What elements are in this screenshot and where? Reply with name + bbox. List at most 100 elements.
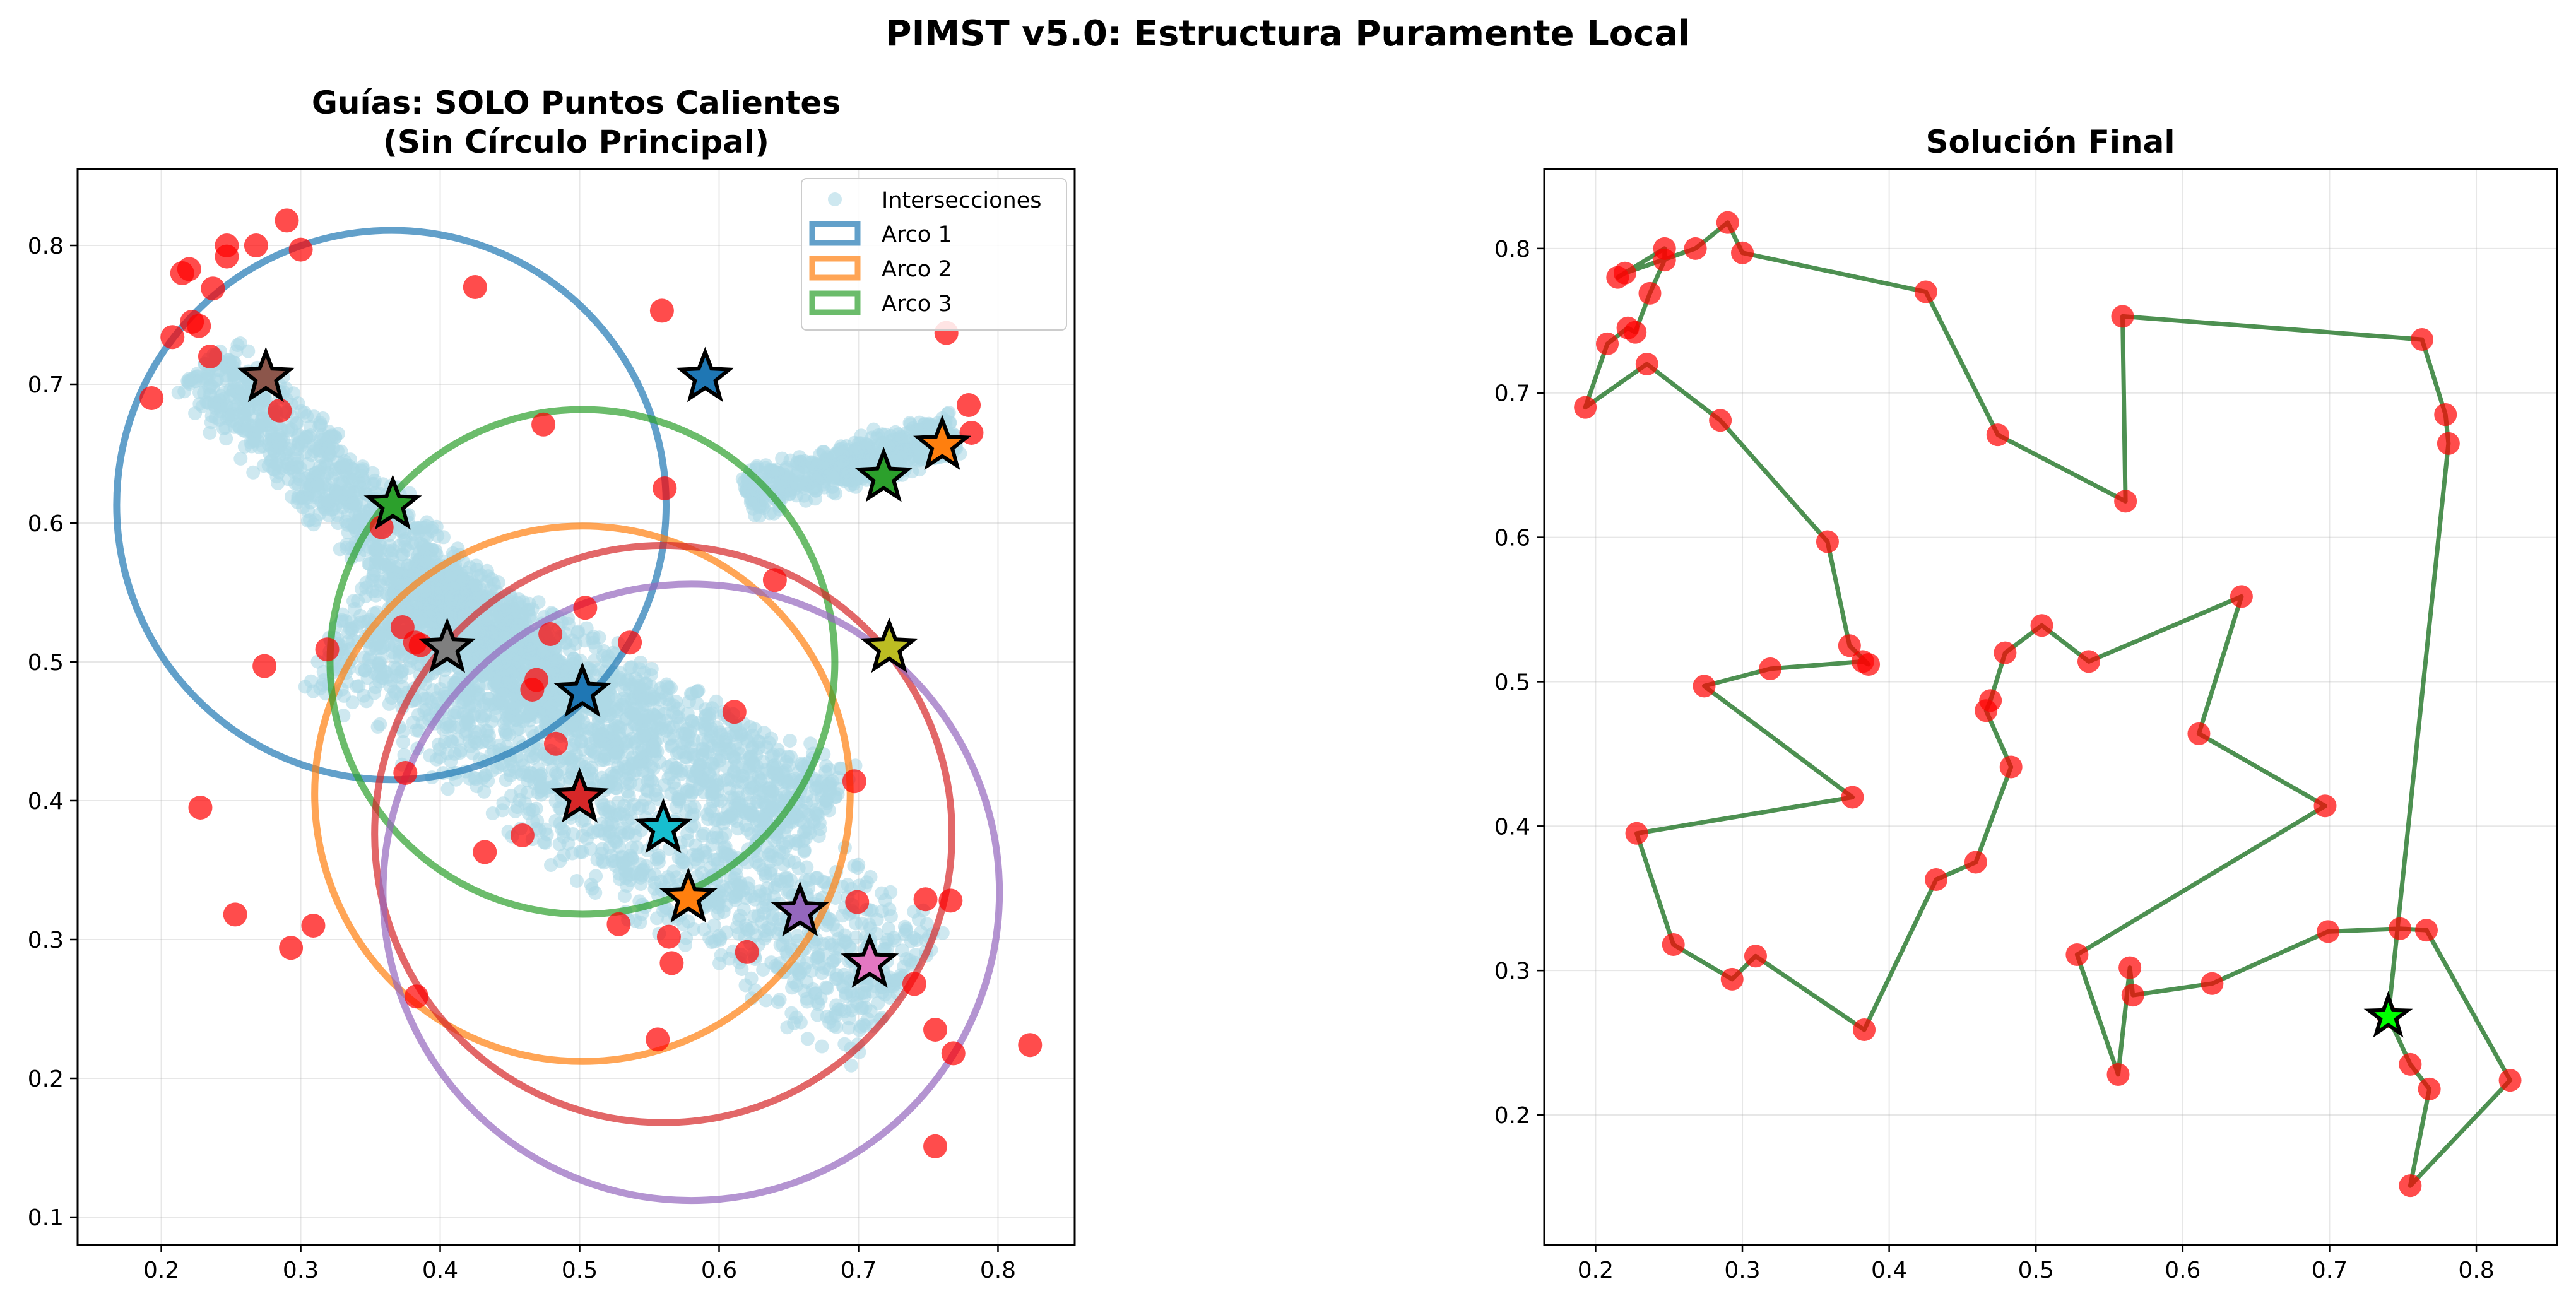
intersection-point bbox=[680, 826, 695, 840]
intersection-point bbox=[208, 374, 223, 389]
intersection-point bbox=[482, 692, 496, 706]
intersection-point bbox=[591, 663, 605, 677]
arc-circle-2 bbox=[311, 522, 854, 1065]
hotspot-stars bbox=[237, 346, 972, 988]
x-tick-label: 0.7 bbox=[841, 1258, 877, 1283]
intersection-point bbox=[357, 476, 372, 490]
intersection-point bbox=[453, 746, 467, 760]
hotspot-star bbox=[634, 798, 693, 854]
city-point bbox=[573, 596, 598, 620]
y-tick-label: 0.8 bbox=[28, 233, 64, 259]
figure-suptitle: PIMST v5.0: Estructura Puramente Local bbox=[886, 13, 1691, 54]
intersection-point bbox=[601, 649, 615, 664]
intersection-point bbox=[783, 734, 797, 748]
legend-arco1-swatch bbox=[809, 221, 861, 246]
city-point bbox=[215, 233, 239, 257]
intersection-point bbox=[390, 661, 405, 676]
intersection-point bbox=[897, 927, 912, 941]
intersection-point bbox=[353, 507, 368, 522]
y-tick-label: 0.4 bbox=[28, 789, 64, 815]
tour-city-point bbox=[2201, 972, 2224, 995]
y-tick-label: 0.8 bbox=[1494, 237, 1530, 262]
intersection-point bbox=[388, 686, 403, 700]
intersection-point bbox=[543, 652, 558, 667]
city-point bbox=[722, 700, 747, 724]
start-star-marker bbox=[2363, 991, 2413, 1038]
intersection-point bbox=[300, 409, 314, 423]
intersection-point bbox=[588, 886, 603, 900]
intersection-point bbox=[800, 1032, 815, 1046]
intersection-point bbox=[632, 745, 647, 760]
intersection-point bbox=[346, 473, 361, 487]
intersection-point bbox=[577, 813, 592, 827]
tour-city-point bbox=[2317, 920, 2340, 943]
start-star bbox=[2363, 991, 2413, 1038]
intersection-point bbox=[306, 684, 321, 698]
intersection-point bbox=[706, 757, 720, 771]
city-point bbox=[531, 412, 556, 437]
intersection-point bbox=[653, 681, 668, 695]
city-point bbox=[223, 902, 247, 927]
intersection-point bbox=[659, 724, 673, 738]
intersection-point bbox=[710, 830, 724, 845]
tour-city-point bbox=[1853, 1018, 1876, 1041]
intersection-point bbox=[871, 428, 885, 442]
intersection-point bbox=[735, 798, 749, 813]
intersection-point bbox=[735, 472, 750, 486]
intersection-point bbox=[599, 696, 613, 710]
intersection-point bbox=[721, 772, 735, 786]
intersection-point bbox=[396, 547, 410, 562]
intersection-point bbox=[183, 373, 198, 387]
intersection-point bbox=[417, 555, 431, 569]
intersection-point bbox=[585, 772, 600, 786]
hotspot-star bbox=[550, 767, 609, 823]
intersection-point bbox=[910, 442, 925, 456]
intersection-point bbox=[367, 563, 382, 578]
intersection-point bbox=[591, 711, 606, 726]
intersection-point bbox=[505, 666, 519, 680]
intersection-point bbox=[631, 721, 646, 736]
tour-city-point bbox=[2111, 305, 2134, 328]
intersection-point bbox=[489, 627, 504, 642]
intersection-point bbox=[518, 796, 533, 811]
intersection-point bbox=[639, 782, 654, 797]
legend-intersecciones-marker bbox=[828, 192, 842, 206]
intersection-point bbox=[942, 406, 956, 420]
intersection-point bbox=[856, 1017, 871, 1032]
city-point bbox=[177, 257, 201, 281]
intersection-point bbox=[589, 733, 603, 747]
arc-circle-1 bbox=[113, 227, 670, 784]
intersection-point bbox=[523, 713, 537, 728]
intersection-point bbox=[682, 694, 696, 709]
intersection-point bbox=[756, 963, 771, 977]
city-point bbox=[913, 887, 938, 912]
x-tick-label: 0.6 bbox=[701, 1258, 737, 1283]
intersection-point bbox=[629, 734, 643, 749]
intersection-point bbox=[594, 816, 608, 831]
intersection-point bbox=[783, 486, 797, 501]
intersection-point bbox=[756, 813, 771, 827]
intersection-point bbox=[451, 733, 465, 747]
intersection-point bbox=[384, 546, 398, 561]
intersection-point bbox=[709, 731, 723, 746]
intersection-point bbox=[203, 425, 217, 440]
intersection-point bbox=[507, 701, 522, 716]
intersection-point bbox=[688, 769, 702, 784]
legend-label-intersecciones: Intersecciones bbox=[882, 188, 1042, 213]
intersection-point bbox=[292, 428, 306, 442]
hotspot-star bbox=[659, 867, 718, 923]
intersection-point bbox=[858, 448, 873, 463]
intersection-point bbox=[508, 804, 523, 818]
city-point bbox=[938, 888, 963, 913]
intersection-point bbox=[731, 926, 746, 941]
intersection-point bbox=[608, 718, 623, 733]
intersection-point bbox=[477, 784, 492, 799]
intersection-point bbox=[759, 869, 773, 883]
tour-city-point bbox=[2434, 403, 2457, 427]
intersection-point bbox=[481, 774, 495, 788]
city-point bbox=[520, 678, 545, 702]
tour-city-point bbox=[1838, 634, 1861, 657]
legend-label-arco2: Arco 2 bbox=[882, 257, 952, 282]
intersection-point bbox=[433, 750, 447, 765]
